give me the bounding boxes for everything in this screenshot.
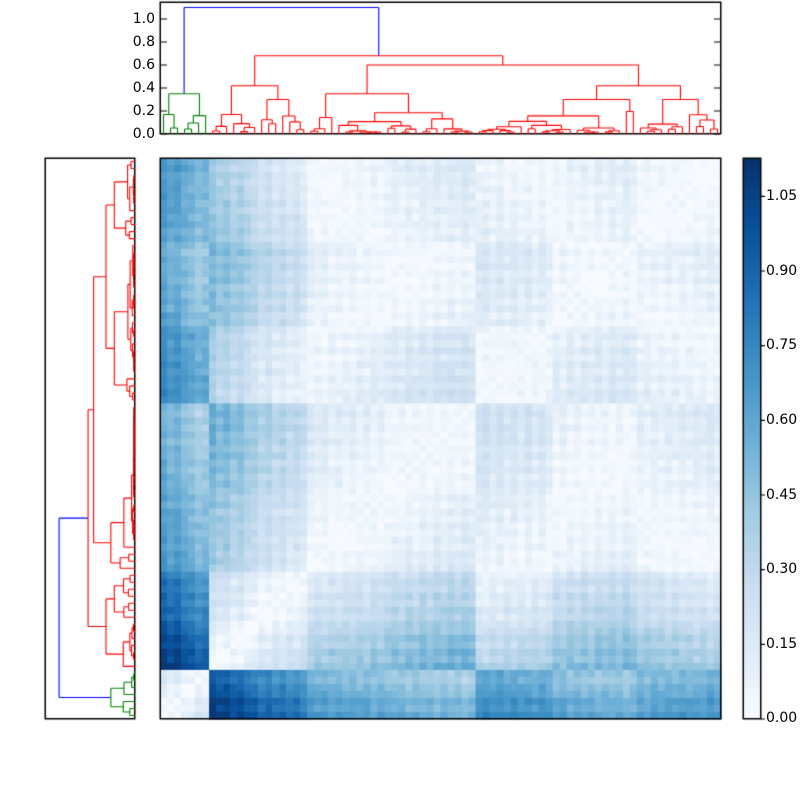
top-dendro-ytick-label: 0.0 — [132, 126, 155, 142]
colorbar-tick-label: 0.75 — [766, 337, 798, 353]
colorbar-tick-label: 0.30 — [766, 561, 798, 577]
top-dendro-ytick-label: 0.4 — [132, 80, 155, 96]
top-dendro-ytick-label: 0.6 — [132, 57, 155, 73]
top-dendro-ytick-label: 0.8 — [132, 34, 155, 50]
top-dendro-ytick-label: 0.2 — [132, 103, 155, 119]
colorbar — [743, 158, 761, 719]
colorbar-tick-label: 0.90 — [766, 263, 798, 279]
colorbar-tick-label: 0.45 — [766, 487, 798, 503]
top-dendrogram-panel — [160, 2, 721, 134]
top-dendro-ytick-label: 1.0 — [132, 11, 155, 27]
colorbar-tick-label: 1.05 — [766, 188, 798, 204]
heatmap-panel — [160, 158, 721, 719]
colorbar-tick-label: 0.00 — [766, 710, 798, 726]
colorbar-tick-label: 0.60 — [766, 412, 798, 428]
colorbar-tick-label: 0.15 — [766, 636, 798, 652]
left-dendrogram-panel — [45, 158, 135, 719]
